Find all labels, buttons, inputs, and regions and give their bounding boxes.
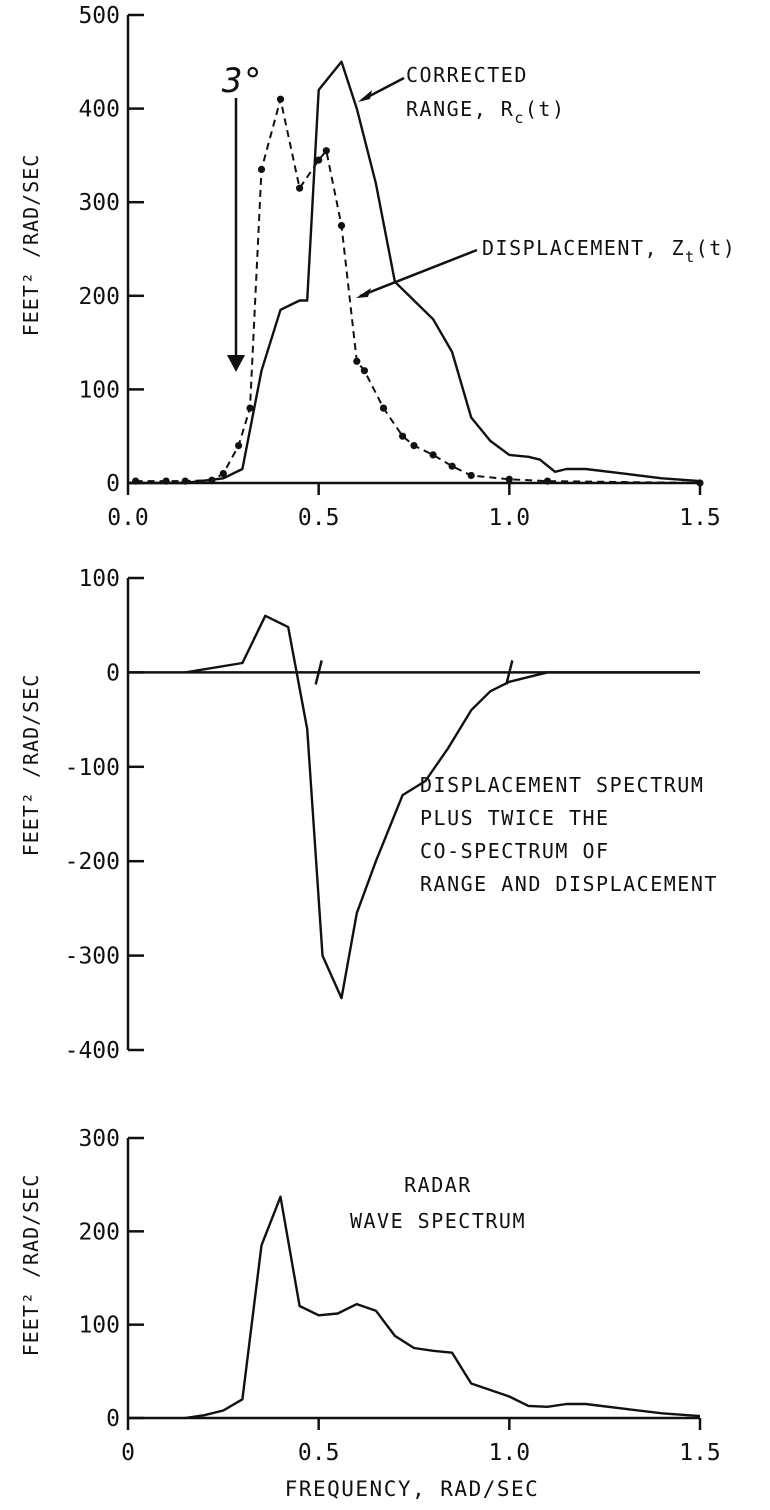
y-tick-label: 500 xyxy=(78,3,120,29)
data-point xyxy=(162,477,170,485)
annotation-line-2: WAVE SPECTRUM xyxy=(350,1209,526,1233)
leader-displacement-arrowhead xyxy=(356,288,371,298)
data-point xyxy=(505,475,513,483)
data-point xyxy=(208,476,216,484)
data-point xyxy=(257,165,266,173)
series-line-1 xyxy=(185,1195,701,1420)
leader-displacement xyxy=(359,248,478,298)
series-line-2 xyxy=(135,98,701,484)
x-tick-label: 1.0 xyxy=(489,1440,531,1466)
series-label-displacement-tail: (t) xyxy=(696,236,737,260)
x-tick-label: 0.5 xyxy=(298,505,340,531)
data-point xyxy=(132,477,140,485)
y-tick-label: 200 xyxy=(78,284,120,310)
y-tick-label: 200 xyxy=(78,1219,120,1245)
x-tick-mark xyxy=(505,660,514,685)
y-tick-label: -300 xyxy=(65,944,120,970)
data-point xyxy=(315,156,323,164)
y-axis-label: FEET² /RAD/SEC xyxy=(19,1174,43,1357)
marker-3-degree-arrowhead xyxy=(227,355,245,372)
x-tick-label: 1.5 xyxy=(679,505,721,531)
data-point xyxy=(181,477,189,485)
y-tick-label: 0 xyxy=(106,471,120,497)
annotation-line-1: RADAR xyxy=(404,1173,472,1197)
series-label-displacement: DISPLACEMENT, Zt(t) xyxy=(482,236,736,266)
y-tick-label: 100 xyxy=(78,566,120,592)
panel-middle-chart: FEET² /RAD/SEC DISPLACEMENT SPECTRUM PLU… xyxy=(19,566,718,1064)
leader-corrected-range-arrowhead xyxy=(358,90,372,102)
data-point xyxy=(360,367,368,375)
y-axis-label: FEET² /RAD/SEC xyxy=(19,674,43,857)
annotation-line-1: DISPLACEMENT SPECTRUM xyxy=(420,773,704,797)
data-point xyxy=(467,471,475,480)
y-tick-label: -400 xyxy=(65,1038,120,1064)
x-tick-label: 0.0 xyxy=(107,505,149,531)
x-tick-mark xyxy=(314,660,323,685)
annotation-line-3: CO-SPECTRUM OF xyxy=(420,839,610,863)
y-tick-label: 100 xyxy=(78,1313,120,1339)
y-tick-label: -200 xyxy=(65,849,120,875)
panel-bottom-chart: FEET² /RAD/SEC RADAR WAVE SPECTRUM FREQU… xyxy=(19,1126,721,1501)
data-point xyxy=(322,147,330,155)
data-point xyxy=(276,95,285,103)
y-tick-label: 100 xyxy=(78,377,120,403)
series-label-corrected-range-sub: c xyxy=(514,109,525,127)
marker-3-degree-label: 3° xyxy=(221,61,263,101)
series-line-1 xyxy=(185,614,700,1000)
data-point xyxy=(353,357,361,365)
data-point xyxy=(696,479,704,487)
y-tick-label: 300 xyxy=(78,190,120,216)
series-label-corrected-range-line2: RANGE, Rc(t) xyxy=(406,97,565,127)
data-point xyxy=(543,477,552,485)
annotation-line-4: RANGE AND DISPLACEMENT xyxy=(420,872,718,896)
data-point xyxy=(235,442,243,450)
y-tick-label: 0 xyxy=(106,1406,120,1432)
x-axis-label: FREQUENCY, RAD/SEC xyxy=(285,1477,540,1501)
series-label-corrected-range-main: RANGE, R xyxy=(406,97,514,121)
series-label-displacement-sub: t xyxy=(685,248,696,266)
series-label-corrected-range-line1: CORRECTED xyxy=(406,63,528,87)
x-tick-label: 1.0 xyxy=(489,505,531,531)
data-point xyxy=(379,404,388,412)
data-point xyxy=(399,432,407,440)
data-point xyxy=(448,462,456,470)
data-point xyxy=(296,184,304,192)
x-tick-label: 0 xyxy=(121,1440,135,1466)
series-line-1 xyxy=(128,60,701,485)
series-label-corrected-range-tail: (t) xyxy=(525,97,566,121)
y-tick-label: 400 xyxy=(78,97,120,123)
data-point xyxy=(246,404,254,412)
data-point xyxy=(429,451,437,459)
data-point xyxy=(337,222,346,230)
y-tick-label: 0 xyxy=(106,660,120,686)
data-point xyxy=(410,442,418,450)
panel-top-chart: FEET² /RAD/SEC CORRECTED RANGE, Rc(t) DI… xyxy=(19,3,736,531)
x-tick-label: 1.5 xyxy=(679,1440,721,1466)
y-tick-label: -100 xyxy=(65,755,120,781)
annotation-line-2: PLUS TWICE THE xyxy=(420,806,610,830)
x-tick-label: 0.5 xyxy=(298,1440,340,1466)
y-tick-label: 300 xyxy=(78,1126,120,1152)
series-label-displacement-main: DISPLACEMENT, Z xyxy=(482,236,685,260)
y-axis-label: FEET² /RAD/SEC xyxy=(19,154,43,337)
data-point xyxy=(219,470,227,478)
